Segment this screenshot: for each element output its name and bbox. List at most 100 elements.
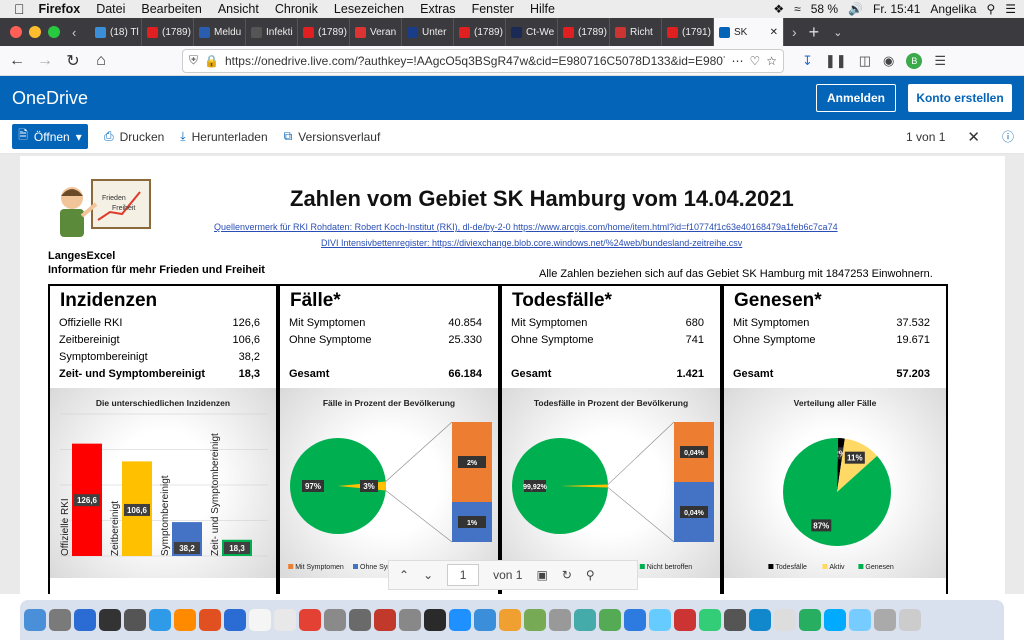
zoom-window-button[interactable] <box>48 26 60 38</box>
dock-app-icon[interactable] <box>99 609 121 631</box>
dock-app-icon[interactable] <box>499 609 521 631</box>
spotlight-icon[interactable]: ⚲ <box>986 2 996 16</box>
tab-scroll-right-icon[interactable]: › <box>792 24 797 40</box>
info-icon[interactable]: ⓘ <box>1001 130 1014 144</box>
document-viewer[interactable]: Frieden Freiheit Zahlen vom Gebiet SK Ha… <box>0 154 1024 594</box>
browser-tab[interactable]: Ct-We <box>506 18 558 46</box>
browser-tab[interactable]: (1789) <box>558 18 610 46</box>
browser-tab[interactable]: Veran <box>350 18 402 46</box>
page-actions-icon[interactable]: ⋯ <box>731 53 744 68</box>
dock-app-icon[interactable] <box>774 609 796 631</box>
apple-icon[interactable]:  <box>14 1 25 17</box>
dock-app-icon[interactable] <box>649 609 671 631</box>
dock-app-icon[interactable] <box>49 609 71 631</box>
browser-tab[interactable]: SK ✕ <box>714 18 784 46</box>
tab-close-icon[interactable]: ✕ <box>769 26 778 38</box>
dock-app-icon[interactable] <box>374 609 396 631</box>
volume-icon[interactable]: 🔊 <box>848 2 864 16</box>
close-icon[interactable]: ✕ <box>967 128 980 146</box>
downloads-icon[interactable]: ↧ <box>802 52 813 68</box>
dock-app-icon[interactable] <box>874 609 896 631</box>
menu-tools[interactable]: Extras <box>409 2 455 16</box>
rotate-icon[interactable]: ↻ <box>561 568 572 582</box>
account-avatar[interactable]: B <box>906 52 923 69</box>
menu-hamburger-icon[interactable]: ☰ <box>934 52 946 68</box>
url-text[interactable]: https://onedrive.live.com/?authkey=!AAgc… <box>224 53 726 68</box>
reload-icon[interactable]: ↻ <box>66 52 80 70</box>
dock-app-icon[interactable] <box>824 609 846 631</box>
create-account-button[interactable]: Konto erstellen <box>908 84 1012 112</box>
dock-app-icon[interactable] <box>624 609 646 631</box>
browser-tab[interactable]: (1791) <box>662 18 714 46</box>
source-link-rki[interactable]: Quellenvermerk für RKI Rohdaten: Robert … <box>214 222 838 232</box>
wifi-icon[interactable]: ≈ <box>794 2 801 16</box>
library-icon[interactable]: ❚❚ <box>824 52 847 68</box>
home-icon[interactable]: ⌂ <box>96 51 106 69</box>
dock-app-icon[interactable] <box>549 609 571 631</box>
dock-app-icon[interactable] <box>224 609 246 631</box>
browser-tab[interactable]: Infekti <box>246 18 298 46</box>
dock-app-icon[interactable] <box>674 609 696 631</box>
dock-app-icon[interactable] <box>449 609 471 631</box>
browser-tab[interactable]: (18) Tl <box>90 18 142 46</box>
address-bar[interactable]: ⛨ 🔒 https://onedrive.live.com/?authkey=!… <box>182 48 784 73</box>
browser-tab[interactable]: Unter <box>402 18 454 46</box>
page-down-chevron-icon[interactable]: ⌄ <box>423 568 434 582</box>
dock-app-icon[interactable] <box>749 609 771 631</box>
dock-app-icon[interactable] <box>524 609 546 631</box>
dock-app-icon[interactable] <box>574 609 596 631</box>
print-button[interactable]: ⎙ Drucken <box>104 129 164 144</box>
menu-view[interactable]: Ansicht <box>207 2 259 16</box>
dock-app-icon[interactable] <box>349 609 371 631</box>
dock-app-icon[interactable] <box>424 609 446 631</box>
page-up-chevron-icon[interactable]: ⌃ <box>399 568 410 582</box>
dock-app-icon[interactable] <box>599 609 621 631</box>
browser-tab[interactable]: (1789) <box>454 18 506 46</box>
bookmark-star-icon[interactable]: ☆ <box>766 53 777 68</box>
extension-icon[interactable]: ◉ <box>883 52 895 68</box>
browser-tab[interactable]: (1789) <box>298 18 350 46</box>
source-link-divi[interactable]: DIVI Intensivbettenregister: https://div… <box>321 238 743 248</box>
menu-window[interactable]: Fenster <box>461 2 514 16</box>
clock[interactable]: Fr. 15:41 <box>873 2 921 16</box>
dock-app-icon[interactable] <box>74 609 96 631</box>
dock-app-icon[interactable] <box>274 609 296 631</box>
open-button[interactable]: 🗎 Öffnen ▾ <box>12 124 88 149</box>
dock-app-icon[interactable] <box>324 609 346 631</box>
browser-tab[interactable]: Richt <box>610 18 662 46</box>
version-history-button[interactable]: ⧉ Versionsverlauf <box>284 129 381 144</box>
dock-app-icon[interactable] <box>699 609 721 631</box>
page-number-input[interactable]: 1 <box>447 564 480 586</box>
control-center-icon[interactable]: ☰ <box>1005 2 1016 16</box>
pocket-icon[interactable]: ♡ <box>749 53 761 68</box>
dock-app-icon[interactable] <box>199 609 221 631</box>
battery-label[interactable]: 58 % <box>810 2 839 16</box>
minimize-window-button[interactable] <box>29 26 41 38</box>
browser-tab[interactable]: Meldu <box>194 18 246 46</box>
menu-help[interactable]: Hilfe <box>519 2 555 16</box>
dock-app-icon[interactable] <box>174 609 196 631</box>
dock-app-icon[interactable] <box>474 609 496 631</box>
forward-arrow-icon[interactable]: → <box>37 51 53 69</box>
dock-app-icon[interactable] <box>399 609 421 631</box>
zoom-fit-icon[interactable]: ▣ <box>536 568 548 582</box>
back-arrow-icon[interactable]: ← <box>9 51 25 69</box>
dock-app-icon[interactable] <box>299 609 321 631</box>
tab-list-chevron-icon[interactable]: ⌄ <box>833 26 843 39</box>
onedrive-brand[interactable]: OneDrive <box>12 87 89 108</box>
new-tab-icon[interactable]: + <box>808 21 820 42</box>
menu-bookmarks[interactable]: Lesezeichen <box>323 2 404 16</box>
user-name[interactable]: Angelika <box>930 2 977 16</box>
dock-app-icon[interactable] <box>899 609 921 631</box>
app-menu[interactable]: Firefox <box>28 2 81 16</box>
dock-app-icon[interactable] <box>799 609 821 631</box>
dock-app-icon[interactable] <box>124 609 146 631</box>
dock-app-icon[interactable] <box>24 609 46 631</box>
browser-tab[interactable]: (1789) <box>142 18 194 46</box>
menu-file[interactable]: Datei <box>85 2 125 16</box>
shield-icon[interactable]: ⛨ <box>189 53 199 67</box>
tab-scroll-left-icon[interactable]: ‹ <box>72 24 77 40</box>
dock-app-icon[interactable] <box>249 609 271 631</box>
download-button[interactable]: ⤓ Herunterladen <box>180 129 267 144</box>
login-button[interactable]: Anmelden <box>816 84 896 112</box>
